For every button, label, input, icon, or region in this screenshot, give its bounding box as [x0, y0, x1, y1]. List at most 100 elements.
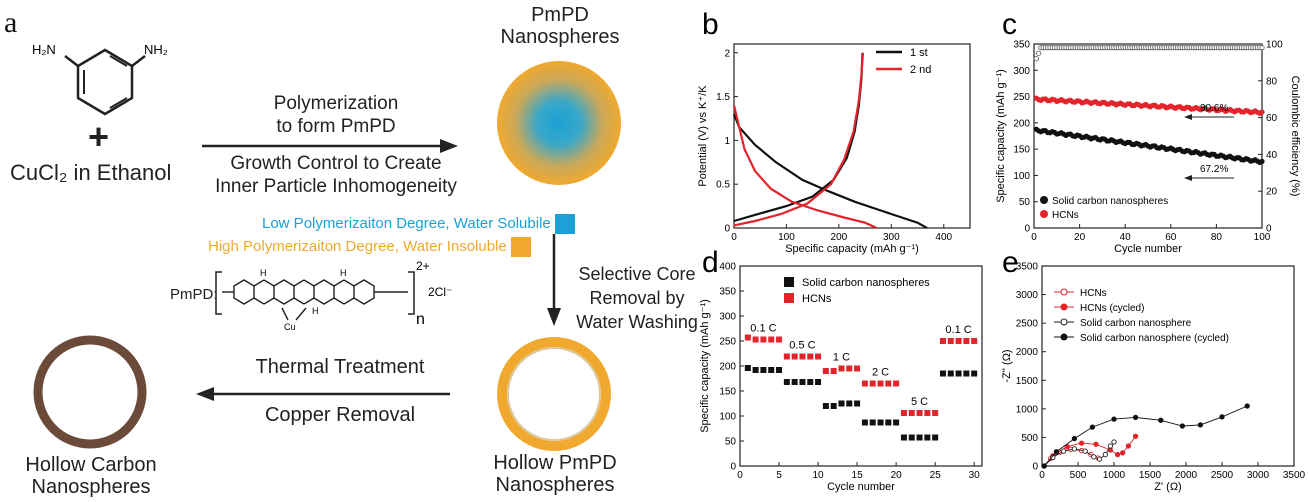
rate-point	[885, 419, 892, 426]
rate-point	[838, 400, 845, 407]
legend-label: HCNs (cycled)	[1080, 303, 1144, 314]
hollow-carbon-nanosphere	[33, 335, 147, 449]
step1-top-text: Polymerization to form PmPD	[273, 93, 399, 137]
rate-point	[932, 410, 939, 416]
rate-point	[783, 379, 790, 385]
efficiency-point	[1033, 56, 1039, 62]
annotation-retention-hcns: 90.6%	[1200, 103, 1228, 114]
series-1-charge-line	[733, 52, 864, 223]
legend-label: HCNs	[802, 293, 832, 305]
rate-label: 2 C	[872, 367, 889, 379]
rate-point	[877, 419, 884, 426]
y-tick-label: 150	[719, 387, 736, 398]
impedance-point	[1114, 451, 1121, 458]
impedance-point	[1111, 439, 1117, 445]
legend-label: Solid carbon nanosphere (cycled)	[1080, 333, 1229, 344]
y-axis-label: Specific capacity (mAh g⁻¹)	[995, 69, 1007, 203]
series-1-discharge-line	[732, 113, 928, 229]
rate-point	[924, 434, 931, 441]
y-tick-label: 200	[719, 362, 736, 373]
y-tick-label: 3500	[1016, 262, 1039, 273]
x-tick-label: 80	[1211, 232, 1223, 243]
y-tick-label: 50	[1019, 197, 1031, 208]
efficiency-point	[1035, 50, 1042, 56]
x-tick-label: 20	[1074, 232, 1086, 243]
panel-c-label: c	[1002, 8, 1017, 41]
m-phenylenediamine-structure: H₂N NH₂	[32, 42, 168, 116]
rate-point	[776, 336, 783, 343]
rate-point	[861, 380, 868, 387]
rate-point	[854, 365, 861, 372]
rate-point	[846, 400, 853, 407]
rate-point	[893, 380, 900, 387]
rate-point	[924, 410, 931, 416]
y2-tick-label: 80	[1266, 76, 1278, 87]
impedance-point	[1158, 417, 1164, 423]
x-tick-label: 10	[813, 470, 825, 481]
product1-label: PmPD Nanospheres	[500, 4, 620, 48]
panel-d-label: d	[702, 246, 719, 279]
rate-point	[971, 338, 978, 344]
pmpd-h-1: H	[260, 268, 267, 278]
legend-low: Low Polymerizaiton Degree, Water Solubil…	[262, 214, 575, 234]
impedance-point	[1107, 443, 1114, 449]
y-tick-label: 2000	[1016, 347, 1039, 358]
annotation-retention-solid: 67.2%	[1200, 164, 1228, 175]
y-axis-label: Potential (V) vs K⁺/K	[697, 85, 709, 187]
rate-point	[783, 353, 790, 360]
plot-frame	[1041, 265, 1295, 467]
rate-point	[885, 380, 892, 387]
y2-axis-label: Coulombic efficiency (%)	[1289, 76, 1301, 197]
impedance-point	[1132, 414, 1139, 421]
reagent-label: CuCl₂ in Ethanol	[10, 160, 172, 185]
y-tick-label: 350	[1013, 40, 1030, 51]
y-tick-label: 300	[1013, 66, 1030, 77]
rate-point	[963, 338, 970, 344]
impedance-point	[1089, 424, 1096, 430]
y-tick-label: 250	[1013, 92, 1030, 103]
rate-label: 1 C	[833, 352, 850, 364]
legend-swatch	[784, 293, 794, 303]
impedance-point	[1132, 433, 1139, 439]
rate-point	[799, 379, 806, 385]
x-axis-label: Specific capacity (mAh g⁻¹)	[785, 243, 919, 255]
legend-swatch	[784, 277, 794, 287]
x-tick-label: 500	[1070, 470, 1087, 481]
x-tick-label: 100	[1254, 232, 1271, 243]
hollow-pmpd-nanosphere	[497, 337, 611, 451]
rate-point	[877, 380, 884, 387]
impedance-point	[1244, 403, 1250, 409]
rate-point	[838, 365, 845, 372]
rate-point	[830, 403, 837, 409]
y-tick-label: 2	[724, 48, 730, 59]
legend-label: 2 nd	[910, 64, 931, 76]
y-tick-label: 1000	[1016, 404, 1039, 415]
x-tick-label: 2000	[1175, 470, 1198, 481]
legend-swatch	[1040, 210, 1048, 218]
x-tick-label: 20	[891, 470, 903, 481]
rate-point	[846, 365, 853, 372]
y-axis-label: Specific capacity (mAh g⁻¹)	[699, 299, 711, 433]
rate-point	[768, 336, 775, 343]
efficiency-point	[1259, 45, 1265, 51]
rate-point	[752, 336, 759, 343]
pmpd-structure: H H H Cu 2+ 2Cl⁻ n	[215, 259, 452, 332]
legend-high-swatch	[510, 237, 531, 257]
rate-point	[830, 368, 837, 374]
y-tick-label: 0	[730, 462, 736, 473]
legend-swatch	[1040, 196, 1048, 204]
rate-point	[822, 368, 829, 374]
pmpd-counterion: 2Cl⁻	[428, 285, 452, 299]
plot-frame	[1033, 43, 1263, 229]
y-tick-label: 250	[719, 337, 736, 348]
rate-point	[760, 336, 767, 343]
rate-point	[744, 365, 751, 371]
y-tick-label: 350	[719, 287, 736, 298]
y2-tick-label: 60	[1266, 113, 1278, 124]
rate-point	[744, 334, 751, 341]
x-axis-label: Cycle number	[827, 481, 895, 493]
x-tick-label: 100	[778, 232, 795, 243]
rate-point	[815, 353, 822, 360]
y2-tick-label: 100	[1266, 40, 1283, 51]
